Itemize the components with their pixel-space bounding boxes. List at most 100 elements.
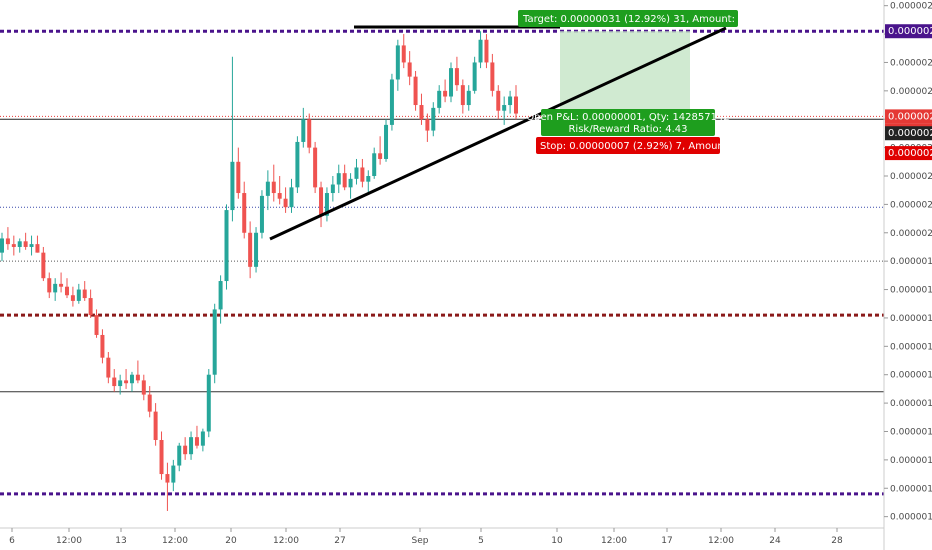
candle-body <box>29 244 34 247</box>
entry-price-tag <box>885 126 932 141</box>
candle-body <box>41 252 46 279</box>
current-price-tag-text: 0.00000241 <box>888 111 932 122</box>
candle-body <box>360 167 365 182</box>
candle-body <box>466 90 471 106</box>
candle-body <box>194 437 199 446</box>
candle-body <box>283 198 288 208</box>
candle-body <box>59 283 64 287</box>
y-tick-label: 0.00000200 <box>890 229 932 239</box>
candle-body <box>378 153 383 159</box>
candle-body <box>70 295 75 301</box>
candle-body <box>319 187 324 216</box>
target-label[interactable] <box>518 10 738 27</box>
candle-body <box>118 380 123 387</box>
x-tick-label: 13 <box>115 536 126 546</box>
candle-body <box>514 96 518 114</box>
candle-body <box>183 445 188 455</box>
y-tick-label: 0.00000180 <box>890 286 932 296</box>
candle-body <box>165 474 170 483</box>
candle-body <box>129 374 134 384</box>
candle-body <box>478 39 483 63</box>
candle-body <box>124 380 129 384</box>
target-price-tag-text: 0.00000271 <box>888 26 932 37</box>
candle-body <box>496 90 501 111</box>
candle-body <box>431 107 436 131</box>
candle-body <box>189 437 194 455</box>
candle-body <box>254 232 259 267</box>
y-tick-label: 0.00000210 <box>890 200 932 210</box>
y-tick-label: 0.00000130 <box>890 427 932 437</box>
candle-body <box>53 283 58 293</box>
candle-body <box>88 298 93 316</box>
rr-text: Risk/Reward Ratio: 4.43 <box>568 124 687 135</box>
candle-body <box>425 119 430 131</box>
candle-body <box>206 374 211 432</box>
stop-label[interactable] <box>536 137 720 154</box>
candle-body <box>230 161 235 211</box>
candle-body <box>271 181 276 194</box>
x-tick-label: 24 <box>769 536 781 546</box>
y-tick-label: 0.00000220 <box>890 172 932 182</box>
candle-body <box>17 241 22 247</box>
candle-body <box>490 62 495 91</box>
candle-body <box>289 187 294 208</box>
candle-body <box>401 45 406 63</box>
x-tick-label: 6 <box>9 536 15 546</box>
candle-body <box>407 62 412 77</box>
x-tick-label: 5 <box>478 536 484 546</box>
x-tick-label: 12:00 <box>273 536 299 546</box>
y-tick-label: 0.00000160 <box>890 342 932 352</box>
y-tick-label: 0.00000120 <box>890 456 932 466</box>
candle-body <box>135 374 140 381</box>
candle-body <box>242 193 247 233</box>
candle-body <box>212 309 217 375</box>
candle-body <box>354 167 359 179</box>
candle-body <box>141 380 146 395</box>
y-tick-label: 0.00000150 <box>890 371 932 381</box>
candle-body <box>23 241 28 247</box>
candle-body <box>413 76 418 106</box>
entry-price-tag-text: 0.00000240 <box>888 128 932 139</box>
candle-body <box>100 334 105 358</box>
candle-body <box>389 79 394 125</box>
candle-body <box>366 176 371 182</box>
pnl-text: Open P&L: 0.00000001, Qty: 142857142 <box>526 112 729 123</box>
candle-body <box>443 90 448 97</box>
candle-body <box>330 184 335 194</box>
x-tick-label: 12:00 <box>601 536 627 546</box>
target-price-tag <box>885 24 932 39</box>
candle-body <box>11 244 16 247</box>
candle-body <box>372 153 377 176</box>
candle-body <box>248 232 253 267</box>
candle-body <box>0 238 4 253</box>
y-tick-label: 0.00000170 <box>890 314 932 324</box>
candles <box>0 31 518 511</box>
candle-body <box>419 105 424 120</box>
candle-body <box>277 193 282 199</box>
candle-body <box>171 465 176 483</box>
candle-body <box>5 238 10 245</box>
trendline-rising[interactable] <box>269 26 727 241</box>
x-tick-label: 27 <box>334 536 345 546</box>
candle-body <box>472 62 477 91</box>
candle-body <box>200 431 205 446</box>
pnl-label[interactable] <box>541 109 715 136</box>
candle-body <box>395 45 400 80</box>
y-tick-label: 0.00000190 <box>890 257 932 267</box>
candle-body <box>348 178 353 188</box>
stop-price-tag-text: 0.00000233 <box>888 148 932 159</box>
candle-body <box>218 281 223 310</box>
y-tick-label: 0.00000110 <box>890 484 932 494</box>
candle-body <box>301 119 306 142</box>
candle-body <box>159 440 164 475</box>
candle-body <box>64 286 69 296</box>
x-tick-label: 20 <box>225 536 237 546</box>
candle-body <box>259 195 264 233</box>
candle-body <box>324 193 329 216</box>
candle-body <box>295 141 300 188</box>
x-tick-label: 28 <box>831 536 843 546</box>
candle-body <box>508 96 513 106</box>
candle-body <box>265 181 270 196</box>
candle-body <box>342 173 347 188</box>
